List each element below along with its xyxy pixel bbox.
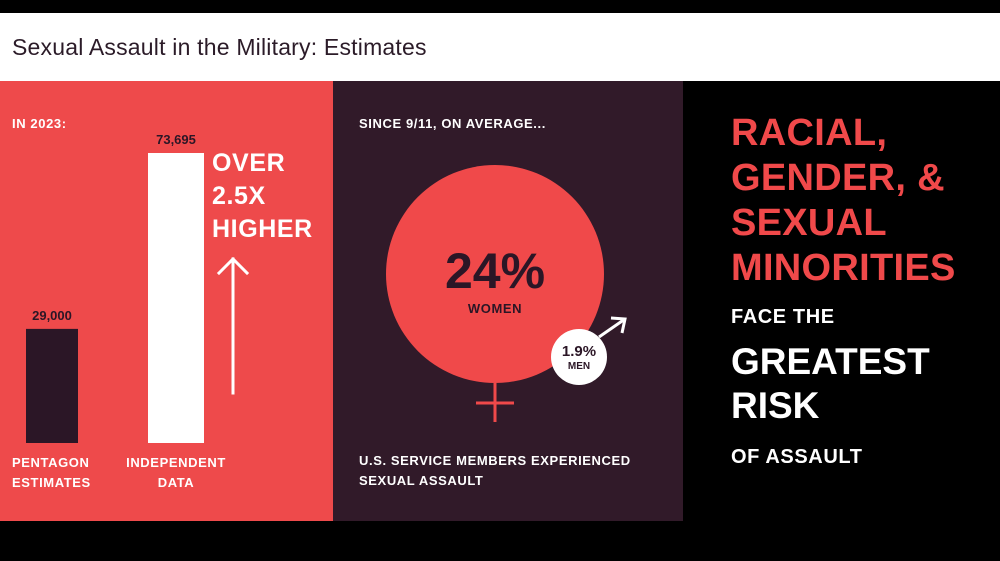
- panel-bar-chart: IN 2023: 29,000 73,695 OVER 2.5X HIGHER …: [0, 81, 333, 521]
- page-title: Sexual Assault in the Military: Estimate…: [12, 34, 427, 60]
- gender-graphic: [386, 165, 627, 422]
- panel-minorities: RACIAL, GENDER, & SEXUAL MINORITIES FACE…: [683, 81, 1000, 521]
- women-percent: 24%: [444, 243, 546, 299]
- category-label-pentagon-line1: PENTAGON: [12, 455, 90, 470]
- bar-pentagon-estimates: [26, 328, 78, 443]
- category-label-pentagon-line2: ESTIMATES: [12, 475, 91, 490]
- panel2-heading: SINCE 9/11, ON AVERAGE...: [359, 116, 546, 131]
- panel-gender-stats: SINCE 9/11, ON AVERAGE... 24% WOMEN 1.9%…: [333, 81, 683, 521]
- minorities-heading: RACIAL, GENDER, & SEXUAL MINORITIES: [731, 111, 956, 291]
- risk-text: RISK: [731, 385, 820, 426]
- bar-value-label-independent: 73,695: [156, 132, 196, 147]
- panel2-footer: U.S. SERVICE MEMBERS EXPERIENCED SEXUAL …: [359, 451, 631, 491]
- minorities-line-4: MINORITIES: [731, 247, 956, 289]
- up-arrow-icon: [216, 256, 250, 395]
- panel2-footer-line2: SEXUAL ASSAULT: [359, 473, 484, 488]
- category-label-independent-line1: INDEPENDENT: [126, 455, 226, 470]
- men-percent: 1.9%: [561, 343, 597, 360]
- category-label-pentagon: PENTAGON ESTIMATES: [12, 453, 91, 493]
- of-assault-text: OF ASSAULT: [731, 446, 863, 468]
- category-label-independent: INDEPENDENT DATA: [116, 453, 236, 493]
- bar-chart: 29,000 73,695: [26, 132, 250, 443]
- minorities-line-3: SEXUAL: [731, 202, 887, 244]
- title-bar: Sexual Assault in the Military: Estimate…: [0, 13, 1000, 81]
- panel2-footer-line1: U.S. SERVICE MEMBERS EXPERIENCED: [359, 453, 631, 468]
- bar-independent-data: [148, 153, 204, 443]
- comparison-line-1: OVER: [212, 149, 286, 177]
- comparison-line-2: 2.5X: [212, 182, 266, 210]
- panel1-heading: IN 2023:: [12, 116, 67, 131]
- face-the-text: FACE THE: [731, 306, 835, 328]
- greatest-text: GREATEST: [731, 341, 930, 382]
- category-label-independent-line2: DATA: [157, 475, 195, 490]
- bar-value-label-pentagon: 29,000: [32, 308, 72, 323]
- comparison-line-3: HIGHER: [212, 215, 313, 243]
- women-label: WOMEN: [467, 301, 523, 316]
- male-symbol-icon: [551, 316, 627, 385]
- minorities-line-1: RACIAL,: [731, 112, 888, 154]
- minorities-line-2: GENDER, &: [731, 157, 945, 199]
- comparison-callout: OVER 2.5X HIGHER: [212, 147, 313, 246]
- female-symbol-icon: [386, 165, 604, 422]
- men-label: MEN: [567, 361, 591, 372]
